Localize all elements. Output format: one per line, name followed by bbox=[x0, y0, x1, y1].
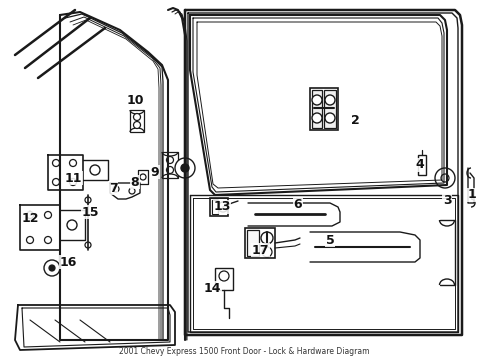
Text: 10: 10 bbox=[126, 94, 143, 107]
Circle shape bbox=[175, 158, 195, 178]
Circle shape bbox=[140, 174, 146, 180]
Circle shape bbox=[262, 247, 271, 257]
Bar bbox=[215, 268, 232, 290]
Text: 7: 7 bbox=[108, 181, 117, 194]
Bar bbox=[311, 90, 321, 128]
Text: 5: 5 bbox=[325, 234, 334, 247]
Circle shape bbox=[133, 113, 140, 121]
Circle shape bbox=[69, 159, 76, 166]
Circle shape bbox=[311, 113, 321, 123]
Text: 2001 Chevy Express 1500 Front Door - Lock & Hardware Diagram: 2001 Chevy Express 1500 Front Door - Loc… bbox=[119, 347, 369, 356]
Text: 12: 12 bbox=[21, 211, 39, 225]
Circle shape bbox=[44, 260, 60, 276]
Text: 9: 9 bbox=[150, 166, 159, 179]
Circle shape bbox=[44, 211, 51, 219]
Bar bbox=[417, 155, 425, 175]
Circle shape bbox=[261, 232, 272, 244]
Bar bbox=[244, 228, 274, 258]
Bar bbox=[162, 152, 178, 178]
Text: 13: 13 bbox=[213, 201, 230, 213]
Circle shape bbox=[90, 165, 100, 175]
Circle shape bbox=[166, 157, 173, 163]
Circle shape bbox=[325, 95, 334, 105]
Text: 14: 14 bbox=[203, 282, 220, 294]
Circle shape bbox=[166, 166, 173, 174]
Text: 17: 17 bbox=[251, 243, 268, 256]
Bar bbox=[309, 88, 337, 130]
Circle shape bbox=[85, 197, 91, 203]
Bar bbox=[209, 198, 227, 216]
Circle shape bbox=[67, 220, 77, 230]
Bar bbox=[130, 110, 143, 132]
Circle shape bbox=[218, 202, 227, 212]
Text: 3: 3 bbox=[442, 194, 450, 207]
Circle shape bbox=[26, 211, 34, 219]
Circle shape bbox=[69, 179, 76, 185]
Circle shape bbox=[49, 265, 55, 271]
Circle shape bbox=[26, 237, 34, 243]
Bar bbox=[212, 200, 218, 214]
Text: 4: 4 bbox=[415, 158, 424, 171]
Circle shape bbox=[113, 186, 119, 192]
Circle shape bbox=[325, 113, 334, 123]
Circle shape bbox=[133, 122, 140, 129]
Circle shape bbox=[129, 188, 135, 194]
Circle shape bbox=[52, 159, 60, 166]
Text: 16: 16 bbox=[59, 256, 77, 269]
Circle shape bbox=[44, 237, 51, 243]
Text: 6: 6 bbox=[293, 198, 302, 211]
Circle shape bbox=[440, 174, 448, 182]
Bar bbox=[246, 230, 259, 256]
Circle shape bbox=[311, 95, 321, 105]
Circle shape bbox=[85, 242, 91, 248]
Text: 1: 1 bbox=[467, 189, 475, 202]
Circle shape bbox=[181, 164, 189, 172]
Text: 8: 8 bbox=[130, 175, 139, 189]
Circle shape bbox=[52, 179, 60, 185]
Bar bbox=[324, 90, 335, 128]
Text: 2: 2 bbox=[350, 113, 359, 126]
Circle shape bbox=[219, 271, 228, 281]
Text: 11: 11 bbox=[64, 171, 81, 184]
Circle shape bbox=[434, 168, 454, 188]
Text: 15: 15 bbox=[81, 206, 99, 219]
